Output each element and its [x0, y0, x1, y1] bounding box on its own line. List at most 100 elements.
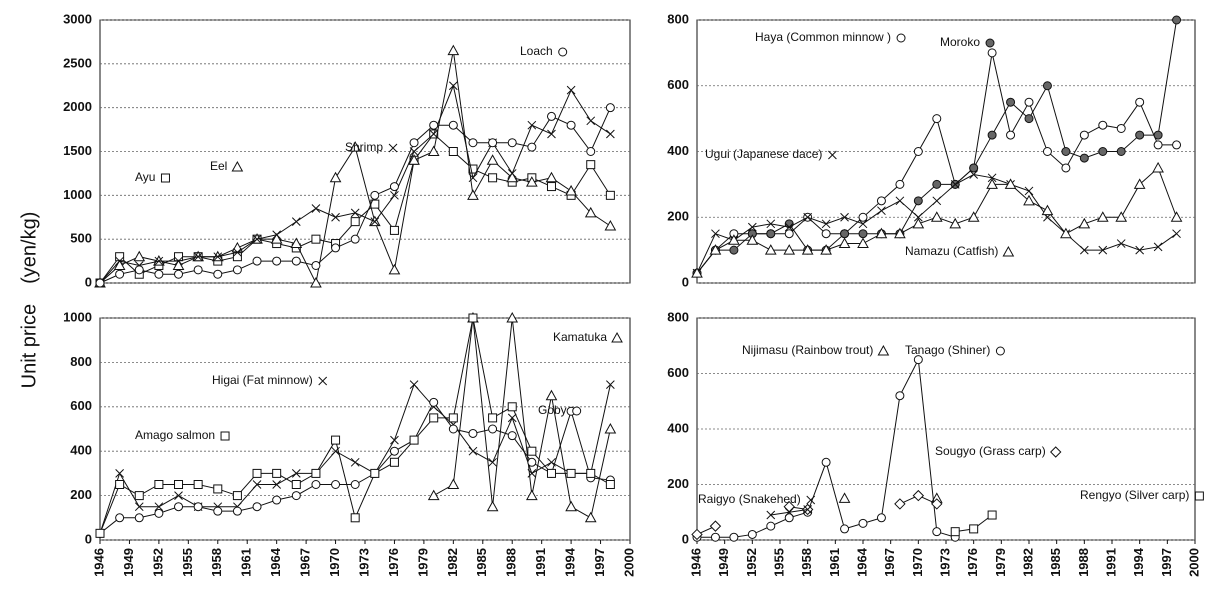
- data-point: [1061, 163, 1071, 173]
- data-point: [486, 500, 499, 512]
- data-point: [154, 502, 164, 512]
- data-point: [174, 491, 183, 500]
- data-point: [895, 391, 905, 401]
- data-point: [875, 227, 888, 239]
- data-point: [389, 225, 399, 235]
- x-tick-label: 1976: [965, 548, 980, 577]
- y-tick-label: 500: [70, 231, 92, 246]
- data-point: [784, 229, 794, 239]
- data-point: [429, 397, 439, 407]
- data-point: [115, 513, 125, 523]
- x-tick-label: 1973: [937, 548, 952, 577]
- data-point: [565, 500, 577, 512]
- x-tick-label: 1985: [474, 548, 489, 577]
- data-point: [231, 241, 244, 253]
- data-point: [291, 217, 301, 226]
- data-point: [1098, 245, 1108, 255]
- data-point: [895, 179, 905, 189]
- label-marker: [1050, 446, 1062, 458]
- data-point: [821, 229, 831, 239]
- data-point: [448, 413, 458, 423]
- data-point: [605, 103, 615, 113]
- data-point: [506, 311, 519, 323]
- data-point: [766, 229, 776, 239]
- data-point: [311, 260, 321, 270]
- data-point: [932, 114, 942, 124]
- data-point: [1115, 211, 1128, 222]
- series-line: [99, 317, 611, 534]
- data-point: [486, 154, 499, 165]
- data-point: [193, 480, 203, 489]
- x-tick-label: 1994: [1131, 547, 1146, 577]
- y-tick-label: 600: [667, 77, 689, 92]
- data-point: [408, 154, 420, 165]
- data-point: [388, 263, 401, 275]
- y-axis-label: Unit price (yen/kg): [18, 212, 40, 389]
- data-point: [488, 457, 497, 467]
- series-label: Nijimasu (Rainbow trout): [742, 343, 873, 357]
- y-tick-label: 3000: [63, 11, 92, 26]
- data-point: [429, 129, 439, 139]
- data-point: [912, 489, 925, 502]
- data-point: [691, 267, 703, 278]
- data-point: [252, 468, 262, 478]
- data-point: [527, 469, 537, 478]
- data-point: [370, 217, 380, 226]
- data-point: [566, 468, 576, 478]
- data-point: [113, 259, 126, 270]
- data-point: [709, 244, 722, 255]
- data-point: [350, 208, 360, 218]
- data-point: [133, 250, 146, 262]
- data-point: [1061, 147, 1071, 156]
- data-point: [1079, 245, 1089, 255]
- series-label: Higai (Fat minnow): [212, 373, 313, 387]
- data-point: [584, 511, 597, 523]
- series-label: Moroko: [940, 35, 980, 49]
- data-point: [858, 212, 868, 222]
- data-point: [311, 480, 321, 489]
- data-point: [448, 120, 458, 130]
- label-marker: [388, 143, 398, 153]
- data-point: [468, 428, 478, 438]
- data-point: [467, 189, 479, 200]
- data-point: [605, 190, 615, 200]
- data-point: [766, 510, 776, 520]
- x-tick-label: 1961: [239, 548, 254, 577]
- data-point: [429, 120, 439, 130]
- x-tick-label: 1982: [445, 548, 460, 577]
- data-point: [527, 446, 537, 456]
- series-label: Ugui (Japanese dace): [705, 147, 822, 161]
- label-marker: [995, 346, 1005, 356]
- data-point: [1135, 97, 1145, 107]
- data-point: [987, 510, 997, 520]
- data-point: [291, 491, 301, 501]
- x-tick-label: 1946: [688, 548, 703, 577]
- data-point: [329, 171, 342, 183]
- data-point: [349, 141, 362, 152]
- data-point: [1098, 120, 1108, 130]
- data-point: [729, 532, 739, 542]
- data-point: [527, 142, 537, 152]
- data-point: [1098, 147, 1108, 156]
- data-point: [232, 506, 242, 516]
- label-marker: [1194, 491, 1204, 501]
- y-tick-label: 200: [667, 209, 689, 224]
- data-point: [546, 182, 556, 192]
- data-point: [506, 171, 519, 183]
- data-point: [764, 244, 777, 255]
- x-tick-label: 1967: [882, 548, 897, 577]
- x-tick-label: 1997: [1159, 548, 1174, 577]
- data-point: [565, 184, 577, 196]
- data-point: [566, 85, 576, 95]
- label-marker: [1002, 245, 1015, 257]
- series-label: Namazu (Catfish): [905, 244, 998, 258]
- data-point: [507, 169, 517, 178]
- data-point: [547, 129, 556, 139]
- series-label: Haya (Common minnow ): [755, 30, 891, 44]
- data-point: [857, 237, 869, 249]
- data-point: [821, 219, 831, 229]
- y-tick-label: 400: [667, 143, 689, 158]
- x-tick-label: 1958: [209, 548, 224, 577]
- data-point: [527, 120, 537, 130]
- data-point: [409, 380, 419, 389]
